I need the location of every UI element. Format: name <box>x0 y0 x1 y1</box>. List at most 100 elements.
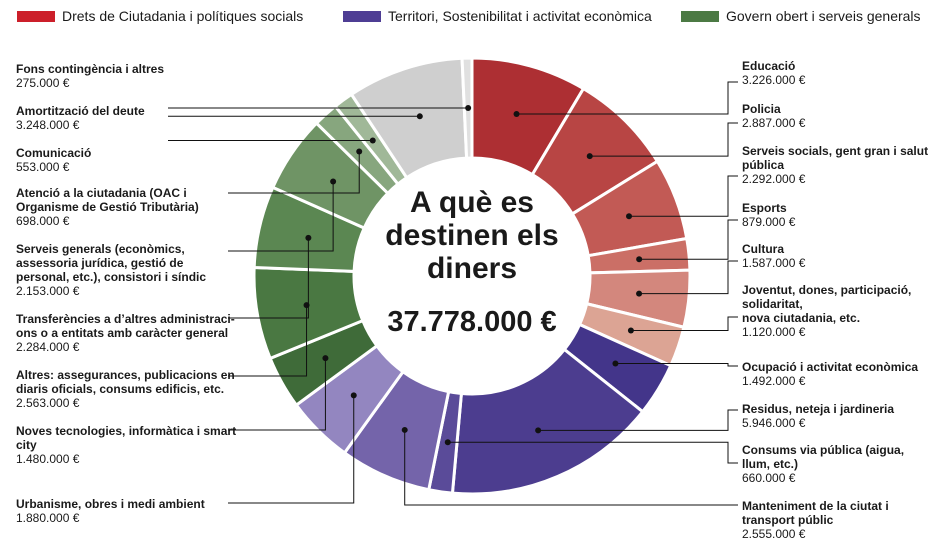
slice-label: Altres: assegurances, publicacions en dia… <box>16 368 235 410</box>
slice-value: 1.587.000 € <box>742 256 806 270</box>
slice-label: Serveis socials, gent gran i salut públic… <box>742 144 928 186</box>
slice-label: Fons contingència i altres 275.000 € <box>16 62 164 90</box>
leader-line <box>516 81 738 115</box>
slice-label: Ocupació i activitat econòmica 1.492.000 … <box>742 360 918 388</box>
slice-label: Amortització del deute 3.248.000 € <box>16 104 145 132</box>
slice-name: Cultura <box>742 242 784 256</box>
leader-line <box>538 409 738 431</box>
slice-name: nova ciutadania, etc. <box>742 311 861 325</box>
legend-label: Territori, Sostenibilitat i activitat ec… <box>388 8 652 24</box>
slice-label: Transferències a d’altres administraci-o… <box>16 312 235 354</box>
legend-item: Govern obert i serveis generals <box>681 8 921 24</box>
slice-value: 2.563.000 € <box>16 396 80 410</box>
slice-name: Ocupació i activitat econòmica <box>742 360 919 374</box>
slice-value: 879.000 € <box>742 215 796 229</box>
slice-value: 2.555.000 € <box>742 527 806 541</box>
slice-name: Policia <box>742 102 781 116</box>
slice-name: assessoria jurídica, gestió de <box>16 256 184 270</box>
chart-title-line-3: diners <box>426 252 518 285</box>
slice-name: pública <box>742 158 785 172</box>
slice-label: Atenció a la ciutadania (OAC i Organisme … <box>16 186 199 228</box>
slice-label: Joventut, dones, participació, solidarita… <box>742 283 911 339</box>
slice-name: city <box>16 438 37 452</box>
legend-label: Drets de Ciutadania i polítiques socials <box>62 8 304 24</box>
slice-name: Urbanisme, obres i medi ambient <box>16 497 205 511</box>
slice-label: Noves tecnologies, informàtica i smart ci… <box>16 424 236 466</box>
slice-label: Urbanisme, obres i medi ambient 1.880.000… <box>16 497 205 525</box>
leader-line <box>228 395 355 504</box>
slice-value: 2.292.000 € <box>742 172 806 186</box>
slice-label: Manteniment de la ciutat i transport públ… <box>742 499 889 541</box>
legend-swatch <box>343 10 381 22</box>
slice-value: 1.480.000 € <box>16 452 80 466</box>
slice-name: Consums via pública (aigua, <box>742 443 905 457</box>
slice-value: 3.248.000 € <box>16 118 80 132</box>
slice-value: 275.000 € <box>16 76 70 90</box>
chart-title-line-1: A què es <box>410 186 534 219</box>
leader-line <box>228 181 334 252</box>
slice-value: 2.887.000 € <box>742 116 806 130</box>
slice-name: Organisme de Gestió Tributària) <box>16 200 199 214</box>
chart-total: 37.778.000 € <box>387 306 557 338</box>
slice-label: Comunicació 553.000 € <box>16 146 91 174</box>
leader-line <box>615 362 738 367</box>
slice-name: Serveis generals (econòmics, <box>16 242 185 256</box>
slice-label: Residus, neteja i jardineria 5.946.000 € <box>742 402 894 430</box>
slice-name: llum, etc.) <box>742 457 799 471</box>
slice-name: Educació <box>742 59 796 73</box>
leader-line <box>589 122 738 157</box>
slice-value: 553.000 € <box>16 160 70 174</box>
chart-legend: Drets de Ciutadania i polítiques socials… <box>0 8 950 28</box>
slice-name: Esports <box>742 201 787 215</box>
slice-label: Esports 879.000 € <box>742 201 795 229</box>
leader-line <box>228 358 326 431</box>
slice-value: 1.492.000 € <box>742 374 806 388</box>
slice-value: 698.000 € <box>16 214 70 228</box>
slice-name: Residus, neteja i jardineria <box>742 402 895 416</box>
slice-name: transport públic <box>742 513 834 527</box>
slice-value: 660.000 € <box>742 471 796 485</box>
slice-value: 2.153.000 € <box>16 284 80 298</box>
leader-line <box>447 441 738 464</box>
slice-name: diaris oficials, consums edificis, etc. <box>16 382 225 396</box>
leader-line <box>639 219 738 260</box>
chart-title-line-2: destinen els <box>385 219 559 252</box>
slice-name: Atenció a la ciutadania (OAC i <box>16 186 187 200</box>
slice-name: personal, etc.), consistori i síndic <box>16 270 207 284</box>
chart-title: A què es destinen els diners <box>372 186 572 285</box>
donut-slice <box>450 347 645 496</box>
slice-label: Policia 2.887.000 € <box>742 102 805 130</box>
slice-value: 2.284.000 € <box>16 340 80 354</box>
slice-name: Amortització del deute <box>16 104 145 118</box>
slice-value: 1.880.000 € <box>16 511 80 525</box>
slice-name: Noves tecnologies, informàtica i smart <box>16 424 237 438</box>
legend-label: Govern obert i serveis generals <box>726 8 921 24</box>
leader-line <box>629 175 738 217</box>
leader-line <box>404 429 738 506</box>
slice-label: Educació 3.226.000 € <box>742 59 805 87</box>
legend-swatch <box>17 10 55 22</box>
slice-value: 5.946.000 € <box>742 416 806 430</box>
slice-name: Altres: assegurances, publicacions en <box>16 368 235 382</box>
slice-label: Consums via pública (aigua, llum, etc.) 66… <box>742 443 904 485</box>
slice-name: Comunicació <box>16 146 92 160</box>
slice-name: ons o a entitats amb caràcter general <box>16 326 229 340</box>
leader-line <box>228 151 360 194</box>
slice-value: 3.226.000 € <box>742 73 806 87</box>
legend-item: Drets de Ciutadania i polítiques socials <box>17 8 303 24</box>
slice-name: solidaritat, <box>742 297 803 311</box>
leader-line <box>228 305 308 377</box>
leader-line <box>630 316 738 332</box>
slice-name: Transferències a d’altres administraci- <box>16 312 235 326</box>
slice-name: Fons contingència i altres <box>16 62 165 76</box>
legend-item: Territori, Sostenibilitat i activitat ec… <box>343 8 652 24</box>
slice-label: Cultura 1.587.000 € <box>742 242 805 270</box>
slice-name: Manteniment de la ciutat i <box>742 499 889 513</box>
slice-value: 1.120.000 € <box>742 325 806 339</box>
leader-line <box>228 237 309 319</box>
leader-line <box>639 260 738 295</box>
slice-label: Serveis generals (econòmics, assessoria j… <box>16 242 206 298</box>
legend-swatch <box>681 10 719 22</box>
slice-name: Joventut, dones, participació, <box>742 283 912 297</box>
